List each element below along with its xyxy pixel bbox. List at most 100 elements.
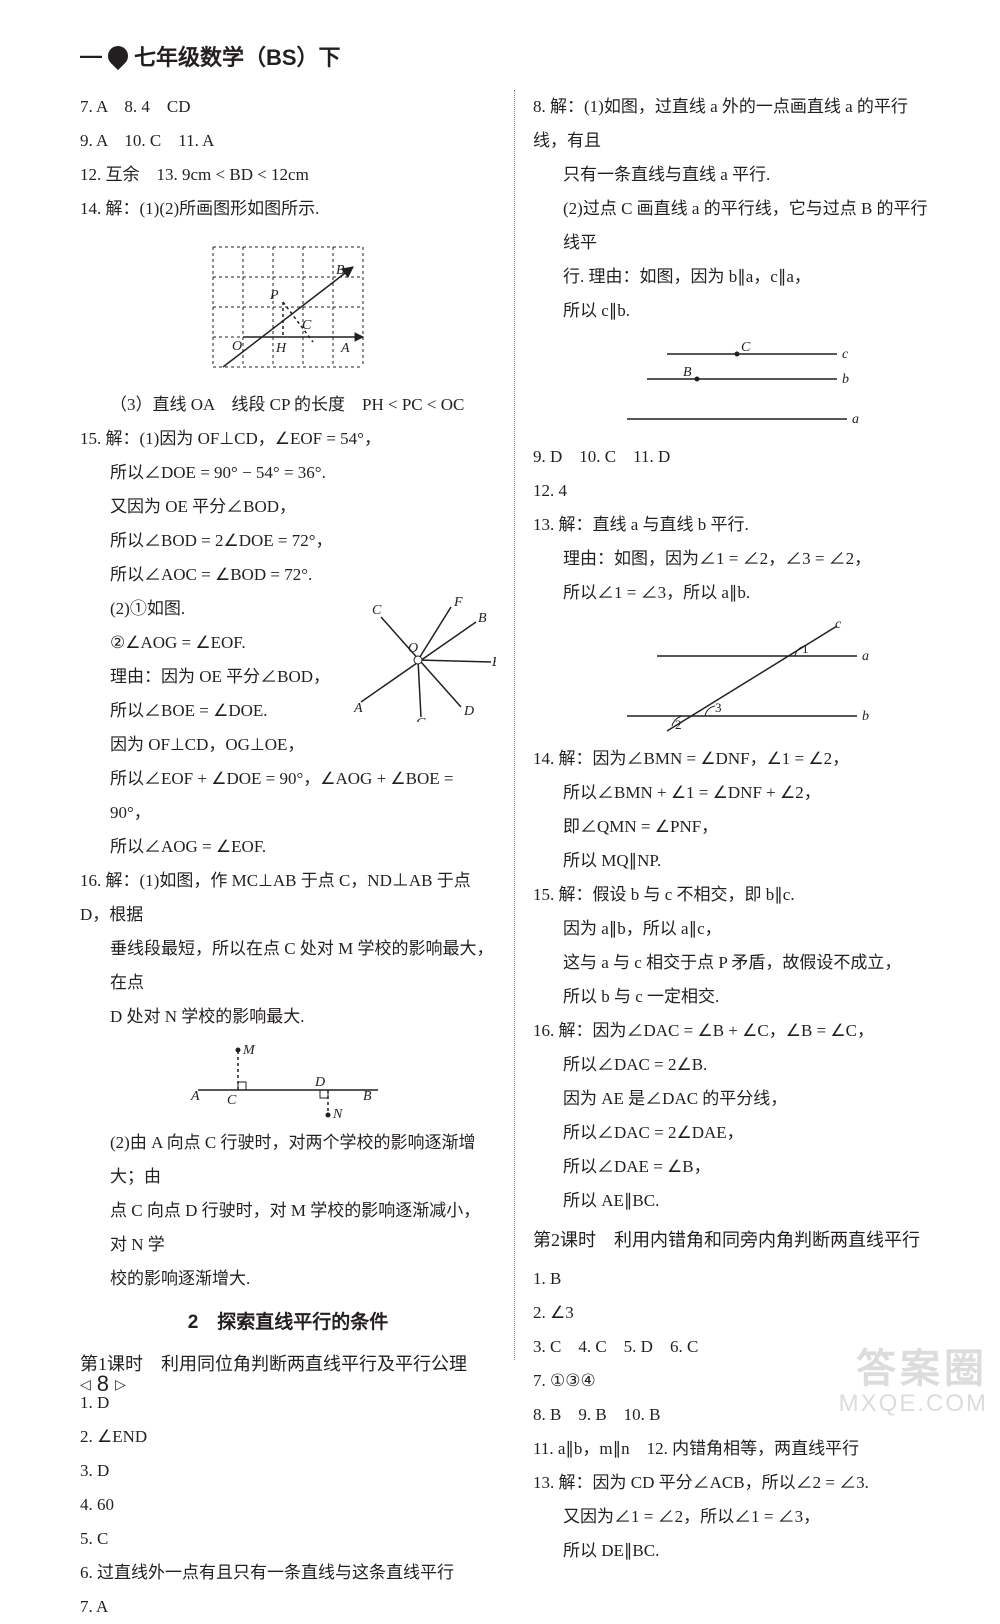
text: 垂线段最短，所以在点 C 处对 M 学校的影响最大，在点	[80, 932, 496, 1000]
text: 16. 解：因为∠DAC = ∠B + ∠C，∠B = ∠C，	[533, 1014, 940, 1048]
text: 这与 a 与 c 相交于点 P 矛盾，故假设不成立，	[533, 946, 940, 980]
lbl: M	[242, 1043, 256, 1058]
page-number: 8	[97, 1371, 109, 1397]
page-header: — 七年级数学（BS）下	[80, 40, 950, 72]
text: 所以 b 与 c 一定相交.	[533, 980, 940, 1014]
text: 所以∠DAC = 2∠B.	[533, 1048, 940, 1082]
lbl-O: O	[232, 339, 242, 354]
lbl: b	[862, 709, 869, 724]
figure-14: O H A P C B	[198, 232, 378, 382]
lbl-B: B	[336, 263, 345, 278]
watermark: 答案圈 MXQE.COM	[839, 1347, 988, 1417]
watermark-en: MXQE.COM	[839, 1391, 988, 1417]
lbl: C	[372, 603, 382, 618]
text: 4. 60	[80, 1488, 496, 1522]
left-column: 7. A 8. 4 CD 9. A 10. C 11. A 12. 互余 13.…	[80, 90, 515, 1360]
lbl: b	[842, 372, 849, 387]
lbl: 3	[715, 700, 722, 715]
text: 14. 解：因为∠BMN = ∠DNF，∠1 = ∠2，	[533, 742, 940, 776]
content-columns: 7. A 8. 4 CD 9. A 10. C 11. A 12. 互余 13.…	[80, 90, 950, 1360]
header-icon	[104, 42, 132, 70]
text: 9. A 10. C 11. A	[80, 124, 496, 158]
right-column: 8. 解：(1)如图，过直线 a 外的一点画直线 a 的平行线，有且 只有一条直…	[515, 90, 950, 1360]
text: 所以∠DAC = 2∠DAE，	[533, 1116, 940, 1150]
text: 因为 OF⊥CD，OG⊥OE，	[80, 728, 496, 762]
text: 理由：因为 OE 平分∠BOD，	[80, 660, 346, 694]
lbl: N	[332, 1107, 343, 1120]
text: 1. D	[80, 1386, 496, 1420]
text: 因为 a∥b，所以 a∥c，	[533, 912, 940, 946]
text: 5. C	[80, 1522, 496, 1556]
text: ②∠AOG = ∠EOF.	[80, 626, 346, 660]
lbl: B	[363, 1089, 372, 1104]
text: 所以∠AOG = ∠EOF.	[80, 830, 496, 864]
text: 校的影响逐渐增大.	[80, 1262, 496, 1296]
text: 8. 解：(1)如图，过直线 a 外的一点画直线 a 的平行线，有且	[533, 90, 940, 158]
text: 所以∠1 = ∠3，所以 a∥b.	[533, 576, 940, 610]
text: 2. ∠3	[533, 1296, 940, 1330]
figure-16: A B C D M N	[183, 1040, 393, 1120]
text: 行. 理由：如图，因为 b∥a，c∥a，	[533, 260, 940, 294]
text: 所以∠AOC = ∠BOD = 72°.	[80, 558, 496, 592]
text: 所以∠EOF + ∠DOE = 90°，∠AOG + ∠BOE = 90°，	[80, 762, 496, 830]
lbl: a	[862, 649, 869, 664]
lbl: F	[453, 595, 463, 610]
text: 2. ∠END	[80, 1420, 496, 1454]
text: 所以 AE∥BC.	[533, 1184, 940, 1218]
text: (2)过点 C 画直线 a 的平行线，它与过点 B 的平行线平	[533, 192, 940, 260]
lbl: A	[353, 701, 363, 716]
lbl: D	[463, 704, 474, 719]
lbl-A: A	[340, 341, 350, 356]
text: 9. D 10. C 11. D	[533, 440, 940, 474]
text: 13. 解：直线 a 与直线 b 平行.	[533, 508, 940, 542]
lbl: a	[852, 412, 859, 427]
text: 1. B	[533, 1262, 940, 1296]
figure-15: A B C D E F G O	[346, 592, 496, 722]
text: 所以∠BMN + ∠1 = ∠DNF + ∠2，	[533, 776, 940, 810]
text: (2)由 A 向点 C 行驶时，对两个学校的影响逐渐增大；由	[80, 1126, 496, 1194]
deco-icon: ◁	[80, 1376, 91, 1393]
header-title: 七年级数学（BS）下	[134, 40, 341, 72]
figure-13: a b c 1 2 3	[597, 616, 877, 736]
text: 所以 c∥b.	[533, 294, 940, 328]
lbl: E	[491, 655, 496, 670]
text: 15. 解：(1)因为 OF⊥CD，∠EOF = 54°，	[80, 422, 496, 456]
text: 16. 解：(1)如图，作 MC⊥AB 于点 C，ND⊥AB 于点 D，根据	[80, 864, 496, 932]
lbl: D	[314, 1075, 325, 1090]
text: 3. D	[80, 1454, 496, 1488]
lbl: A	[190, 1089, 200, 1104]
text: 7. A	[80, 1590, 496, 1624]
dash: —	[80, 43, 102, 69]
lbl: B	[478, 611, 487, 626]
lbl: C	[227, 1093, 237, 1108]
lbl-C: C	[302, 318, 312, 333]
subsection-title: 第1课时 利用同位角判断两直线平行及平行公理	[80, 1346, 496, 1382]
text: 又因为 OE 平分∠BOD，	[80, 490, 496, 524]
text: (2)①如图.	[80, 592, 346, 626]
text: 即∠QMN = ∠PNF，	[533, 810, 940, 844]
lbl-P: P	[269, 288, 279, 303]
text: 所以 DE∥BC.	[533, 1534, 940, 1568]
lbl-H: H	[275, 341, 287, 356]
section-title: 2 探索直线平行的条件	[80, 1304, 496, 1342]
text: 11. a∥b，m∥n 12. 内错角相等，两直线平行	[533, 1432, 940, 1466]
text: 理由：如图，因为∠1 = ∠2，∠3 = ∠2，	[533, 542, 940, 576]
text: 15. 解：假设 b 与 c 不相交，即 b∥c.	[533, 878, 940, 912]
text: 所以∠DAE = ∠B，	[533, 1150, 940, 1184]
subsection-title: 第2课时 利用内错角和同旁内角判断两直线平行	[533, 1222, 940, 1258]
lbl: B	[683, 365, 692, 380]
lbl: c	[842, 347, 849, 362]
text: 6. 过直线外一点有且只有一条直线与这条直线平行	[80, 1556, 496, 1590]
lbl: G	[416, 716, 426, 722]
text: 点 C 向点 D 行驶时，对 M 学校的影响逐渐减小，对 N 学	[80, 1194, 496, 1262]
figure-8: C B c b a	[607, 334, 867, 434]
text: D 处对 N 学校的影响最大.	[80, 1000, 496, 1034]
text: 所以∠BOE = ∠DOE.	[80, 694, 346, 728]
text: 12. 互余 13. 9cm < BD < 12cm	[80, 158, 496, 192]
text: 13. 解：因为 CD 平分∠ACB，所以∠2 = ∠3.	[533, 1466, 940, 1500]
deco-icon: ▷	[115, 1376, 126, 1393]
lbl: O	[408, 641, 418, 656]
text: （3）直线 OA 线段 CP 的长度 PH < PC < OC	[80, 388, 496, 422]
text: 所以∠DOE = 90° − 54° = 36°.	[80, 456, 496, 490]
page-footer: ◁ 8 ▷	[80, 1371, 126, 1397]
